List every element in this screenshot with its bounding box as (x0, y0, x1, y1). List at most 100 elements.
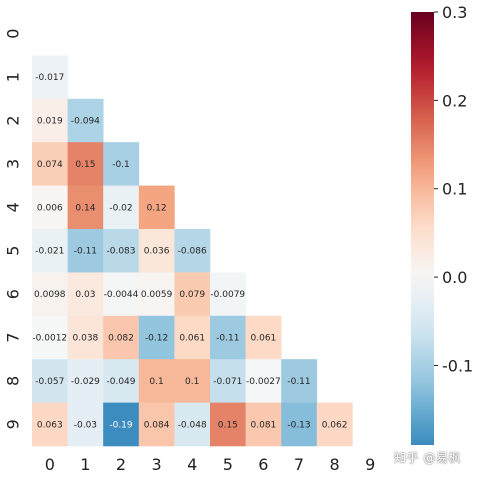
heatmap-cell-r5-c4 (174, 229, 211, 273)
cell-value-label: 0.063 (37, 420, 63, 430)
heatmap-cell-r9-c2 (103, 402, 140, 447)
colorbar-tick-label: -0.1 (442, 356, 473, 375)
x-tick-label: 4 (187, 455, 197, 474)
cell-value-label: 0.062 (322, 420, 348, 430)
heatmap-cell-r8-c3 (138, 359, 175, 403)
heatmap-cell-r5-c2 (103, 229, 140, 273)
heatmap-cell-r3-c0 (32, 142, 68, 186)
cell-value-label: -0.086 (178, 247, 207, 257)
cell-value-label: 0.061 (179, 334, 205, 344)
y-tick-label: 9 (4, 419, 23, 429)
cell-value-label: -0.11 (216, 334, 239, 344)
cell-value-label: -0.049 (106, 377, 135, 387)
y-tick-label: 5 (4, 246, 23, 256)
cell-value-label: 0.006 (37, 203, 63, 213)
heatmap-cell-r9-c3 (138, 402, 175, 447)
cell-value-label: -0.12 (145, 334, 168, 344)
x-tick-label: 3 (152, 455, 162, 474)
cell-value-label: 0.1 (149, 377, 163, 387)
heatmap-cell-r5-c1 (67, 229, 104, 273)
y-tick-label: 6 (4, 289, 23, 299)
heatmap-cell-r8-c2 (103, 359, 140, 403)
cell-value-label: -0.11 (74, 247, 97, 257)
cell-value-label: -0.083 (106, 247, 135, 257)
cell-value-label: 0.15 (218, 420, 238, 430)
cell-value-label: 0.074 (37, 160, 63, 170)
cell-value-label: 0.0098 (34, 290, 66, 300)
heatmap-cell-r6-c1 (67, 272, 104, 317)
cell-value-label: 0.03 (75, 290, 95, 300)
heatmap-cell-r3-c1 (67, 142, 104, 186)
cell-value-label: 0.061 (251, 334, 277, 344)
heatmap-cell-r6-c4 (174, 272, 211, 317)
heatmap-cell-r6-c3 (138, 272, 175, 317)
heatmap-cell-r6-c2 (103, 272, 140, 317)
y-tick-label: 1 (4, 72, 23, 82)
x-tick-label: 8 (330, 455, 340, 474)
colorbar-tick-label: 0.1 (442, 180, 467, 199)
heatmap-cell-r7-c6 (245, 315, 282, 360)
x-tick-label: 7 (294, 455, 304, 474)
y-tick-label: 8 (4, 376, 23, 386)
cell-value-label: -0.03 (74, 420, 97, 430)
cell-value-label: -0.11 (287, 377, 310, 387)
cell-value-label: 0.081 (251, 420, 277, 430)
cell-value-label: -0.0079 (210, 290, 245, 300)
cell-value-label: -0.094 (71, 117, 100, 127)
cell-value-label: 0.0059 (141, 290, 173, 300)
cell-value-label: -0.057 (35, 377, 64, 387)
watermark: 知乎 @易枫 (394, 451, 461, 465)
cell-value-label: -0.19 (109, 420, 133, 430)
cell-value-label: -0.017 (35, 73, 64, 83)
x-tick-label: 5 (223, 455, 233, 474)
x-tick-label: 6 (258, 455, 268, 474)
cell-value-label: 0.082 (108, 334, 134, 344)
y-tick-label: 3 (4, 159, 23, 169)
heatmap-cell-r9-c0 (32, 402, 68, 447)
cell-value-label: 0.038 (73, 334, 99, 344)
cell-value-label: -0.02 (109, 203, 132, 213)
heatmap-cell-r6-c5 (210, 272, 246, 317)
cell-value-label: -0.13 (287, 420, 310, 430)
heatmap-cell-r5-c0 (32, 229, 68, 273)
cell-value-label: 0.14 (75, 203, 95, 213)
heatmap-cell-r4-c0 (32, 185, 68, 230)
cell-value-label: 0.12 (147, 203, 167, 213)
heatmap-cell-r8-c5 (210, 359, 246, 403)
cell-value-label: -0.0027 (246, 377, 281, 387)
cell-value-label: -0.0044 (104, 290, 139, 300)
y-tick-label: 2 (4, 115, 23, 125)
cell-value-label: -0.021 (35, 247, 64, 257)
heatmap-cell-r3-c2 (103, 142, 140, 186)
heatmap-cell-r9-c6 (245, 402, 282, 447)
colorbar-tick-label: 0.0 (442, 268, 467, 287)
cell-value-label: -0.0012 (32, 334, 67, 344)
colorbar-tick-label: 0.2 (442, 91, 467, 110)
heatmap-cell-r9-c7 (281, 402, 318, 447)
colorbar (411, 12, 434, 445)
y-tick-label: 4 (4, 202, 23, 212)
cell-value-label: 0.036 (144, 247, 170, 257)
cell-value-label: -0.029 (71, 377, 100, 387)
cell-value-label: -0.071 (213, 377, 242, 387)
heatmap-cell-r9-c1 (67, 402, 104, 447)
cell-value-label: 0.084 (144, 420, 170, 430)
cell-value-label: -0.048 (178, 420, 207, 430)
cell-value-label: 0.1 (185, 377, 199, 387)
heatmap-cell-r8-c7 (281, 359, 318, 403)
x-tick-label: 1 (80, 455, 90, 474)
heatmap-cell-r7-c1 (67, 315, 104, 360)
heatmap-cell-r8-c0 (32, 359, 68, 403)
cell-value-label: 0.15 (75, 160, 95, 170)
colorbar-tick-label: 0.3 (442, 3, 467, 22)
heatmap-cell-r2-c1 (67, 98, 104, 143)
x-tick-label: 0 (45, 455, 55, 474)
heatmap-cell-r4-c1 (67, 185, 104, 230)
heatmap-cell-r7-c0 (32, 315, 68, 360)
heatmap-cell-r8-c1 (67, 359, 104, 403)
heatmap-cell-r9-c4 (174, 402, 211, 447)
heatmap-cell-r9-c8 (316, 402, 353, 447)
heatmap-cell-r7-c4 (174, 315, 211, 360)
x-tick-label: 2 (116, 455, 126, 474)
